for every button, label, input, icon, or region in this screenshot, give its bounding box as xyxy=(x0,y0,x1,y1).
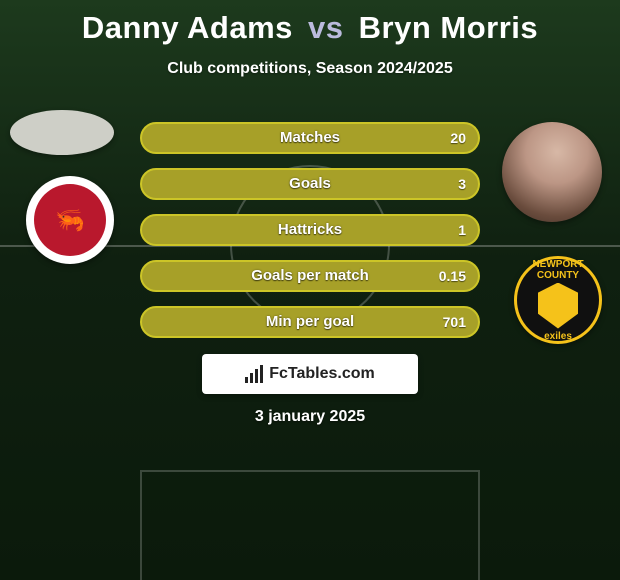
stat-row: 20Matches xyxy=(140,122,480,154)
player2-club-logo: NEWPORT COUNTY exiles xyxy=(514,256,602,344)
brand-badge: FcTables.com xyxy=(202,354,418,394)
stat-row: 3Goals xyxy=(140,168,480,200)
stats-bars: 20Matches 3Goals 1Hattricks 0.15Goals per m… xyxy=(140,122,480,352)
club2-line2: exiles xyxy=(517,331,599,342)
club2-label: NEWPORT COUNTY exiles xyxy=(517,259,599,342)
brand-text: FcTables.com xyxy=(269,365,375,383)
comparison-card: Danny Adams vs Bryn Morris Club competit… xyxy=(0,0,620,580)
shrimp-icon: 🦐 xyxy=(34,184,106,256)
stat-label: Goals xyxy=(142,170,478,198)
title-player1: Danny Adams xyxy=(82,10,293,45)
stat-label: Matches xyxy=(142,124,478,152)
player1-avatar xyxy=(10,110,114,155)
player2-avatar xyxy=(502,122,602,222)
footer-date: 3 january 2025 xyxy=(0,408,620,426)
stat-row: 701Min per goal xyxy=(140,306,480,338)
shield-icon xyxy=(538,283,578,329)
stat-label: Hattricks xyxy=(142,216,478,244)
club2-line1: NEWPORT COUNTY xyxy=(517,259,599,281)
stat-row: 0.15Goals per match xyxy=(140,260,480,292)
player1-club-logo: 🦐 xyxy=(26,176,114,264)
title-player2: Bryn Morris xyxy=(359,10,538,45)
pitch-penalty-box xyxy=(140,470,480,580)
stat-row: 1Hattricks xyxy=(140,214,480,246)
title-vs: vs xyxy=(308,10,343,45)
stat-label: Min per goal xyxy=(142,308,478,336)
bars-icon xyxy=(245,365,263,383)
subtitle: Club competitions, Season 2024/2025 xyxy=(0,60,620,78)
stat-label: Goals per match xyxy=(142,262,478,290)
page-title: Danny Adams vs Bryn Morris xyxy=(0,10,620,46)
